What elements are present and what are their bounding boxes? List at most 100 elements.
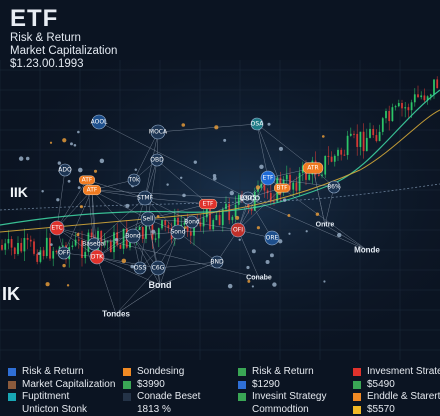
network-node-label: OFI xyxy=(233,227,243,234)
subtitle-risk-return: Risk & Return xyxy=(10,32,81,44)
network-node-label: ORE xyxy=(266,235,279,242)
legend-swatch xyxy=(238,368,246,377)
network-node[interactable]: ATF xyxy=(82,184,102,196)
legend-swatch xyxy=(123,380,131,389)
legend-item: Fuptitment xyxy=(8,391,123,404)
legend-label: Commodtion xyxy=(252,403,309,415)
legend-item: Invesint Strategy xyxy=(238,391,353,404)
legend-swatch xyxy=(353,380,361,389)
network-node-label: Bond xyxy=(184,219,200,226)
legend-item: Conade Beset xyxy=(123,391,238,404)
network-node[interactable]: BSCO xyxy=(240,196,261,203)
network-node-label: Bond xyxy=(125,233,141,240)
network-node[interactable]: Sond xyxy=(170,224,186,240)
legend-swatch xyxy=(238,380,246,389)
network-node[interactable]: Bond xyxy=(125,228,141,244)
legend-item: Enddle & Starert xyxy=(353,391,440,404)
network-node[interactable]: OSA xyxy=(251,117,265,131)
network-node[interactable]: Conabe xyxy=(246,275,272,282)
network-node-label: ETF xyxy=(263,175,274,182)
legend-item: $1290 xyxy=(238,379,353,392)
subtitle-value: $1.23.00.1993 xyxy=(10,58,84,70)
legend-label: $5570 xyxy=(367,403,395,415)
legend-label: 1813 % xyxy=(137,403,171,415)
legend-item: Unticton Stonk xyxy=(8,404,123,416)
legend-label: Invesint Strategy xyxy=(252,391,327,403)
network-node[interactable]: BTF xyxy=(274,183,290,193)
network-node[interactable]: Basebal xyxy=(82,237,106,251)
legend-item: Commodtion xyxy=(238,404,353,416)
legend-swatch xyxy=(353,393,361,402)
legend-label: $5490 xyxy=(367,378,395,390)
legend-item: Risk & Return xyxy=(8,366,123,379)
legend-swatch xyxy=(8,393,16,402)
network-node[interactable]: ETF xyxy=(198,198,218,210)
network-node-label: Sell xyxy=(143,216,154,223)
legend-swatch xyxy=(353,405,361,414)
network-node-label: BSCO xyxy=(240,196,261,203)
network-node[interactable]: Bond xyxy=(184,215,200,229)
network-node[interactable]: Monde xyxy=(354,246,380,255)
network-node-label: Tondes xyxy=(102,310,130,319)
network-node[interactable]: OFI xyxy=(230,222,246,238)
network-node-label: Ontre xyxy=(316,222,335,229)
network-node[interactable]: Tondes xyxy=(102,310,130,319)
network-node[interactable]: Ontre xyxy=(316,222,335,229)
legend-label: Enddle & Starert xyxy=(367,391,440,403)
legend-label: $3990 xyxy=(137,378,165,390)
network-node-label: Conabe xyxy=(246,275,272,282)
network-node[interactable]: MOCA xyxy=(149,124,168,140)
network-node-label: ATF xyxy=(87,187,98,194)
network-node[interactable]: C6G xyxy=(150,260,166,276)
network-node[interactable]: ADO xyxy=(58,163,72,177)
network-node-label: MOCA xyxy=(149,129,168,136)
legend-label: Invesment Strategy xyxy=(367,366,440,378)
legend-label: Fuptitment xyxy=(22,391,70,403)
legend-label: $1290 xyxy=(252,378,280,390)
network-node-label: STMF xyxy=(137,195,154,202)
legend-item: Invesment Strategy xyxy=(353,366,440,379)
legend-item: 1813 % xyxy=(123,404,238,416)
network-node[interactable]: OBD xyxy=(150,153,164,167)
legend-item: Sondesing xyxy=(123,366,238,379)
network-node-label: OSA xyxy=(251,121,265,128)
network-node-label: Monde xyxy=(354,246,380,255)
network-node-label: OFF xyxy=(58,250,70,257)
legend-swatch xyxy=(123,368,131,377)
network-node-label: C6G xyxy=(152,265,165,272)
network-node-label: ADO xyxy=(58,167,72,174)
network-node[interactable]: ETC xyxy=(49,220,65,236)
network-node[interactable]: T0k xyxy=(128,173,141,187)
network-node[interactable]: STMF xyxy=(137,190,154,206)
network-node-label: ATR xyxy=(307,165,318,172)
legend-label: Market Capitalization xyxy=(22,378,116,390)
network-node[interactable]: BND xyxy=(210,255,224,269)
network-node[interactable]: LOOS xyxy=(240,191,257,205)
network-node[interactable]: OFF xyxy=(57,246,70,260)
network-node-label: T0k xyxy=(128,177,140,184)
network-node[interactable]: DTK xyxy=(89,249,105,265)
network-node[interactable]: ATR xyxy=(302,162,324,174)
network-node-label: 86% xyxy=(327,184,341,191)
network-node-label: BTF xyxy=(276,185,288,192)
network-node-label: OSS xyxy=(134,265,147,272)
side-label-top: IIK xyxy=(10,184,28,200)
legend: Risk & Return Sondesing Risk & Return Inves… xyxy=(8,366,440,416)
legend-label: Risk & Return xyxy=(252,366,314,378)
network-node[interactable]: ATF xyxy=(79,175,95,185)
network-node[interactable]: 86% xyxy=(327,180,341,194)
network-node-label: BND xyxy=(210,259,224,266)
network-node[interactable]: ETF xyxy=(260,170,276,186)
network-node[interactable]: AOOL xyxy=(91,114,108,130)
legend-swatch xyxy=(353,368,361,377)
network-node-label: ATF xyxy=(82,177,93,184)
network-node[interactable]: OSS xyxy=(133,261,147,275)
side-label-bottom: IK xyxy=(2,284,20,304)
legend-item: $5490 xyxy=(353,379,440,392)
network-node-label: ETF xyxy=(203,201,214,208)
network-node[interactable]: ORE xyxy=(264,230,280,246)
network-node[interactable]: Sell xyxy=(140,211,156,227)
legend-label: Risk & Return xyxy=(22,366,84,378)
network-node[interactable]: Bond xyxy=(149,280,172,290)
